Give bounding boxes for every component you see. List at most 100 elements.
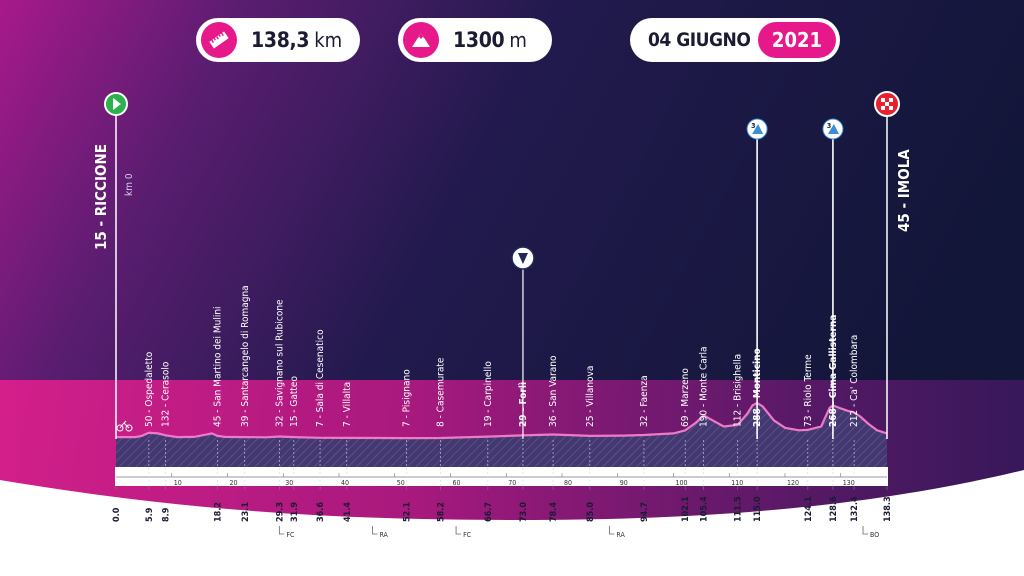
km-label: 115.0 [753,496,763,522]
km-label: 8.9 [162,507,172,522]
km-label: 94.7 [640,502,650,522]
town-label: 29 - Forlì [517,382,529,427]
town-label: 32 - Faenza [639,375,650,427]
scale-label: 10 [174,479,182,487]
kom-mountain-icon [827,124,839,134]
scale-label: 20 [229,479,237,487]
profile-area [116,403,887,439]
kom-category: 3 [827,122,831,130]
scale-label: 40 [341,479,349,487]
road-label: RA [616,531,625,539]
checker-cell [881,106,885,110]
town-label: 7 - Pisignano [401,369,412,427]
distance-pill: 138,3 km [196,18,360,62]
scale-label: 120 [787,479,799,487]
km-label: 105.4 [700,496,710,522]
finish-city: 45 - IMOLA [895,149,913,232]
km-label: 66.7 [484,502,494,522]
elevation-unit: m [509,28,527,52]
scale-label: 80 [564,479,572,487]
scale-label: 50 [397,479,405,487]
elevation-pill: 1300 m [398,18,552,62]
date-pill: 04 GIUGNO 2021 [630,18,840,62]
km-label: 58.2 [436,502,446,522]
town-label: 190 - Monte Carla [699,346,710,427]
profile-line [116,401,888,440]
scale-label: 130 [843,479,855,487]
town-label: 15 - Gatteo [289,376,300,427]
road-label: BO [870,531,879,539]
km-label: 23.1 [241,502,251,522]
scale-label: 30 [285,479,293,487]
bike-icon [116,420,133,432]
km-label: 5.9 [145,507,155,522]
bike-frame [119,420,130,429]
town-label: 25 - Villanova [585,366,596,427]
km-label: 138.3 [883,496,893,522]
road-label: FC [286,531,295,539]
town-label: 268 - Cima Gallisterna [828,315,839,427]
road-arrow-icon [608,526,615,535]
km-label: 85.0 [586,502,596,522]
km-label: 102.1 [681,496,691,522]
date-year: 2021 [757,22,836,58]
town-label: 45 - San Martino dei Mulini [212,306,223,427]
km-label: 73.0 [519,502,529,522]
scale-label: 60 [452,479,460,487]
town-label: 288 - Monticino [752,348,763,427]
finish-flag-icon [874,91,900,117]
distance-value: 138,3 [251,28,310,52]
town-label: 50 - Ospedaletto [144,351,155,427]
sprint-arrow-icon [517,253,528,264]
town-label: 112 - Brisighella [733,354,744,427]
date-day: 04 GIUGNO [648,29,751,51]
elevation-value: 1300 [453,28,505,52]
kom-category: 3 [751,122,755,130]
road-label: RA [379,531,388,539]
town-label: 39 - Santarcangelo di Romagna [240,285,251,427]
start-km-zero: km 0 [124,173,135,196]
town-label: 36 - San Varano [548,355,559,427]
checker-cell [881,98,885,102]
checker-cell [885,102,889,106]
mountain-icon [403,22,439,58]
town-label: 32 - Savignano sul Rubicone [274,299,285,427]
km-label: 124.1 [804,496,814,522]
start-city: 15 - RICCIONE [92,144,110,250]
km-label: 111.5 [734,496,744,522]
scale-label: 110 [731,479,743,487]
town-label: 69 - Marzeno [680,368,691,427]
road-arrow-icon [455,526,462,535]
road-arrow-icon [372,526,378,535]
play-icon [113,98,121,110]
town-label: 7 - Villalta [342,382,353,427]
town-label: 7 - Sala di Cesenatico [315,329,326,427]
scale-label: 70 [508,479,516,487]
checker-cell [889,106,893,110]
km-label: 52.1 [402,502,412,522]
bike-wheel [116,424,124,432]
km-label: 31.9 [290,502,300,522]
profile-base [116,439,887,467]
scale-label: 90 [620,479,628,487]
km-label: 128.6 [829,496,839,522]
km-label: 0.0 [112,507,122,522]
km-label: 29.3 [275,502,285,522]
road-arrow-icon [862,526,869,535]
road-label: FC [463,531,472,539]
town-label: 212 - Ca' Colombara [849,335,860,427]
town-label: 19 - Carpinello [483,361,494,427]
town-label: 73 - Riolo Terme [803,354,814,427]
km-label: 36.6 [316,502,326,522]
bike-wheel [125,424,133,432]
km-label: 41.4 [343,502,353,522]
town-label: 132 - Cerasolo [161,361,172,427]
km-label: 132.4 [850,496,860,522]
town-label: 8 - Casemurate [435,357,446,427]
km-label: 18.2 [213,502,223,522]
distance-unit: km [314,28,343,52]
km-label: 78.4 [549,502,559,522]
checker-cell [889,98,893,102]
kom-mountain-icon [752,124,764,134]
